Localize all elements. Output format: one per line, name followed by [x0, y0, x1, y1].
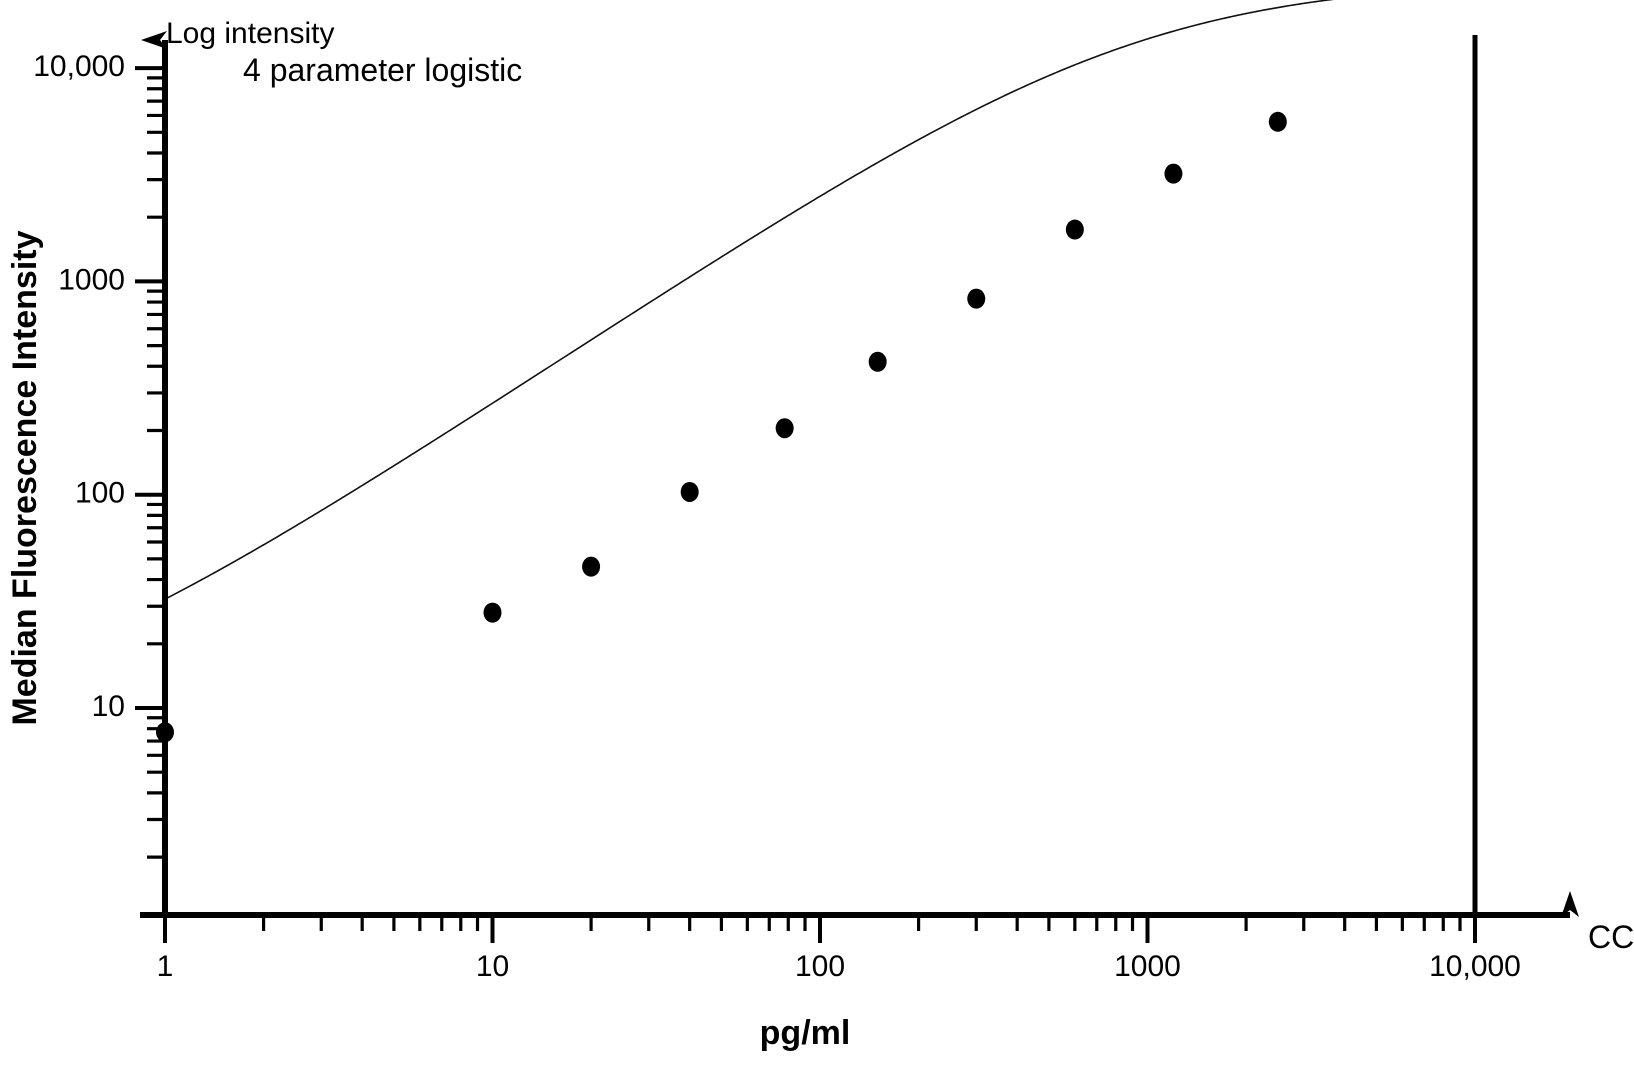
data-point	[1164, 163, 1183, 184]
data-point	[156, 722, 174, 743]
x-tick-label: 1	[157, 950, 174, 983]
data-point	[967, 288, 986, 309]
x-tick-label: 10	[476, 950, 509, 983]
data-point	[868, 351, 887, 372]
y-tick-label: 10	[92, 690, 125, 723]
x-tick-label: 10,000	[1429, 950, 1521, 983]
x-axis: 1 10 100 1000 10,000	[140, 35, 1579, 983]
model-annotation: 4 parameter logistic	[243, 52, 522, 88]
right-edge-label: CC	[1588, 919, 1634, 955]
data-point	[483, 602, 502, 623]
data-point-group	[156, 111, 1287, 743]
fit-curve-group	[164, 0, 1334, 600]
x-axis-tick-labels: 1 10 100 1000 10,000	[157, 950, 1521, 983]
data-point	[1268, 111, 1287, 132]
y-tick-label: 10,000	[33, 50, 125, 83]
y-axis-tick-labels: 10 100 1000 10,000	[33, 50, 125, 723]
y-tick-label: 1000	[58, 263, 125, 296]
four-parameter-logistic-curve	[164, 0, 1334, 600]
data-point	[775, 418, 794, 439]
data-point	[680, 481, 699, 502]
y-axis-ticks	[135, 66, 165, 859]
y-axis-title: Median Fluorescence Intensity	[6, 230, 44, 725]
x-axis-ticks	[163, 915, 1477, 943]
data-point	[582, 556, 601, 577]
data-point	[1065, 219, 1084, 240]
x-tick-label: 1000	[1114, 950, 1181, 983]
x-axis-title: pg/ml	[760, 1014, 851, 1052]
y-tick-label: 100	[75, 477, 125, 510]
y-axis: 10 100 1000 10,000	[33, 31, 168, 915]
x-tick-label: 100	[795, 950, 845, 983]
log-intensity-header: Log intensity	[166, 17, 334, 50]
